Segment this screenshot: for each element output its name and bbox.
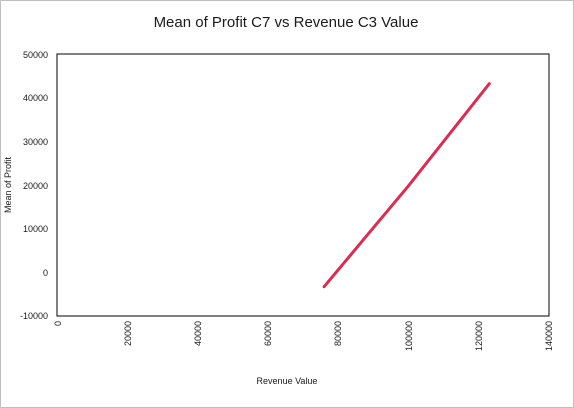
y-axis: 50000 40000 30000 20000 10000 0 -10000 <box>20 50 48 321</box>
x-tick-label: 100000 <box>404 321 414 351</box>
y-tick-label: 0 <box>43 268 48 278</box>
x-tick-label: 20000 <box>123 321 133 346</box>
y-tick-label: -10000 <box>20 311 48 321</box>
x-tick-label: 0 <box>53 321 63 326</box>
y-tick-label: 20000 <box>23 181 48 191</box>
y-tick-label: 30000 <box>23 137 48 147</box>
y-axis-label: Mean of Profit <box>3 156 13 213</box>
y-tick-label: 50000 <box>23 50 48 60</box>
series-line <box>322 82 491 289</box>
chart-title: Mean of Profit C7 vs Revenue C3 Value <box>154 14 419 31</box>
x-tick-label: 40000 <box>193 321 203 346</box>
x-axis: 0 20000 40000 60000 80000 100000 120000 … <box>53 321 554 351</box>
x-axis-label: Revenue Value <box>257 376 318 386</box>
x-tick-label: 60000 <box>263 321 273 346</box>
x-tick-label: 80000 <box>333 321 343 346</box>
x-tick-label: 120000 <box>474 321 484 351</box>
plot-area <box>56 53 550 317</box>
x-tick-label: 140000 <box>544 321 554 351</box>
y-tick-label: 40000 <box>23 93 48 103</box>
y-tick-label: 10000 <box>23 224 48 234</box>
